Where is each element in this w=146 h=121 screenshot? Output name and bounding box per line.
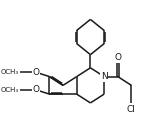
Text: O: O — [32, 85, 39, 94]
Text: OCH₃: OCH₃ — [1, 87, 19, 93]
Text: Cl: Cl — [127, 105, 136, 113]
Text: O: O — [32, 68, 39, 77]
Text: OCH₃: OCH₃ — [1, 69, 19, 75]
Text: O: O — [114, 53, 121, 62]
Text: N: N — [101, 72, 107, 81]
